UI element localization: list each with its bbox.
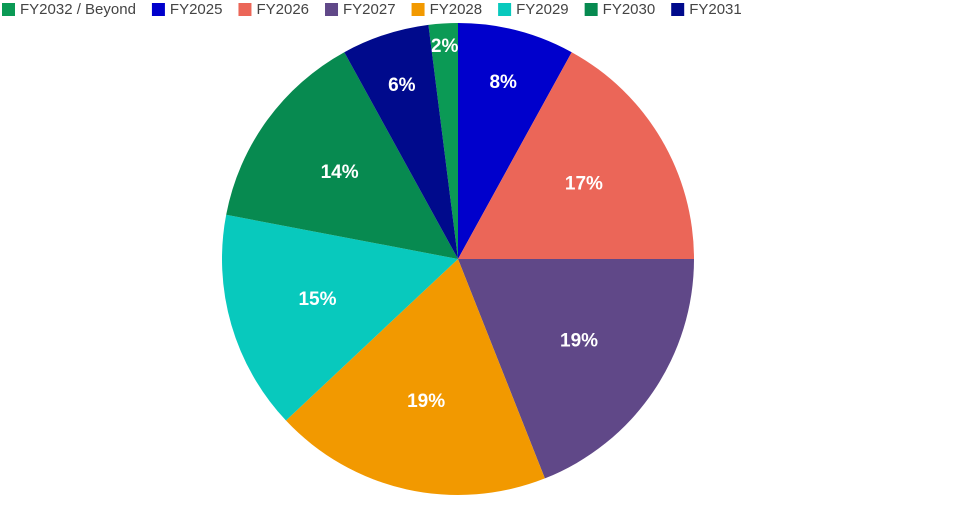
pie-slice bbox=[458, 259, 694, 479]
legend-label: FY2026 bbox=[256, 1, 309, 18]
legend-swatch bbox=[498, 3, 512, 16]
legend-swatch bbox=[238, 3, 252, 16]
pie-slice bbox=[344, 24, 458, 259]
value-label: 19% bbox=[407, 391, 445, 412]
legend-label: FY2025 bbox=[170, 1, 223, 18]
value-label: 17% bbox=[565, 174, 603, 195]
pie-slice bbox=[458, 23, 572, 259]
legend-swatch bbox=[151, 3, 165, 16]
value-label: 19% bbox=[560, 330, 598, 351]
pie-slice bbox=[222, 214, 458, 421]
legend-label: FY2029 bbox=[516, 1, 569, 18]
legend-label: FY2031 bbox=[689, 1, 742, 18]
value-label: 15% bbox=[298, 289, 336, 310]
legend-swatch bbox=[584, 3, 598, 16]
value-label: 8% bbox=[489, 72, 517, 93]
legend-swatch bbox=[2, 3, 15, 16]
legend-label: FY2032 / Beyond bbox=[20, 1, 136, 18]
legend-swatch bbox=[411, 3, 425, 16]
legend-swatch bbox=[671, 3, 685, 16]
pie-slice bbox=[285, 259, 545, 496]
pie-slice bbox=[428, 23, 458, 259]
value-label: 6% bbox=[388, 75, 416, 96]
legend-swatch bbox=[325, 3, 339, 16]
legend-label: FY2030 bbox=[603, 1, 656, 18]
legend-label: FY2027 bbox=[343, 1, 396, 18]
legend-label: FY2028 bbox=[430, 1, 483, 18]
value-label: 14% bbox=[321, 162, 359, 183]
pie-slice bbox=[458, 52, 694, 260]
pie-slice bbox=[226, 52, 458, 260]
value-label: 2% bbox=[431, 36, 459, 57]
